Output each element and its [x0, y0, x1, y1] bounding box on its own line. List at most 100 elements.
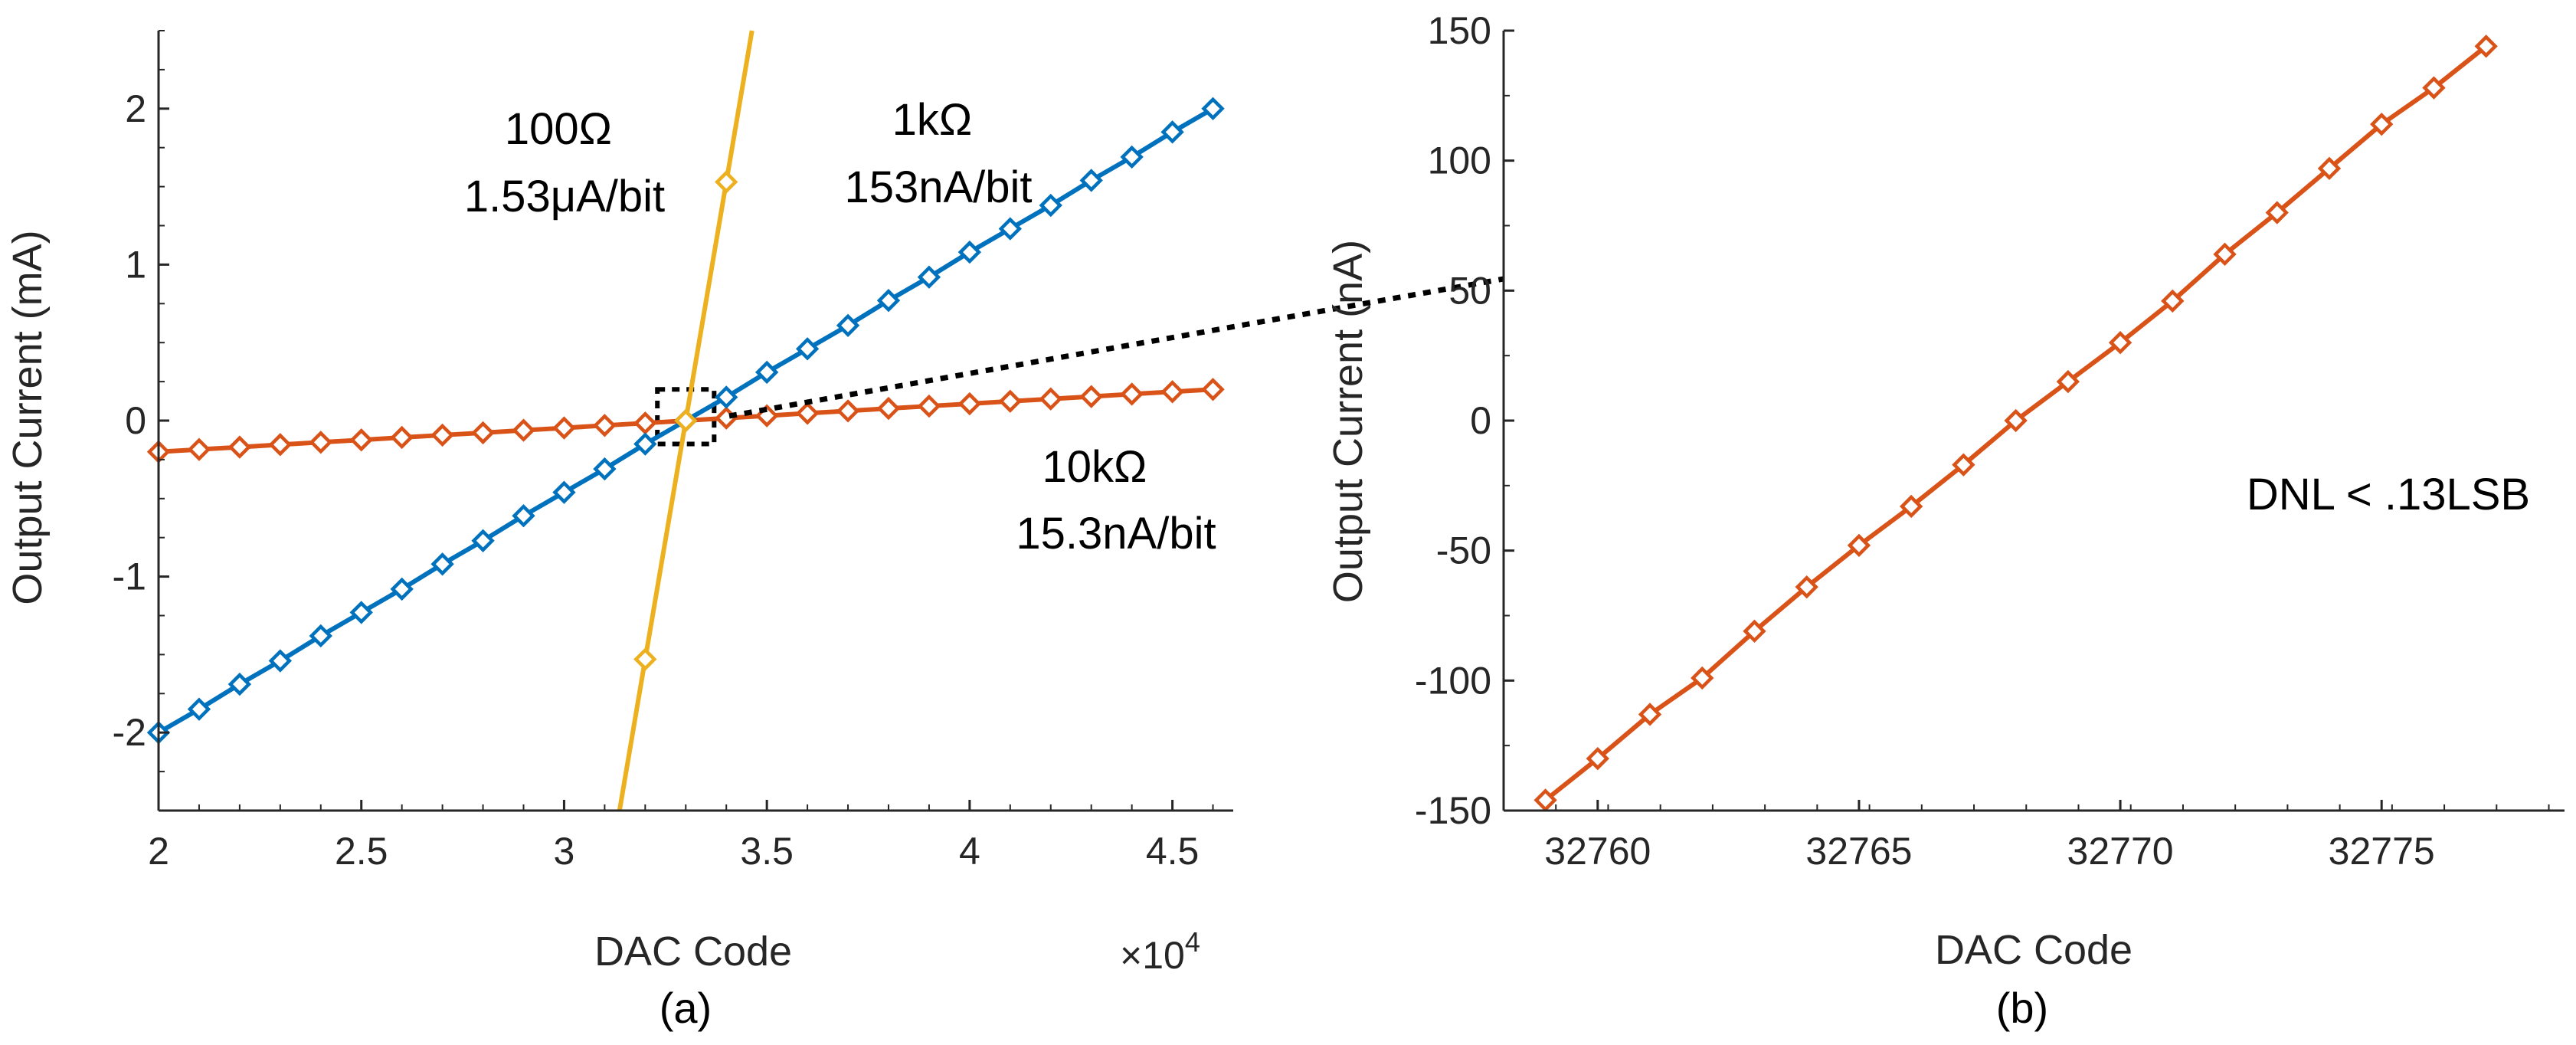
- data-point-1k: [227, 672, 252, 696]
- data-point-10k-zoom: [2422, 76, 2446, 100]
- panel-a-xtick-label: 3.5: [740, 830, 794, 873]
- panel-b-ytick-label: -150: [1415, 789, 1491, 832]
- annotation-1kohm-line1: 1kΩ: [892, 95, 973, 145]
- data-point-10k: [876, 396, 901, 421]
- data-point-1k: [633, 432, 657, 456]
- data-point-10k-zoom: [1691, 666, 1714, 690]
- data-point-1k: [715, 385, 738, 409]
- data-point-10k-zoom: [2317, 156, 2342, 181]
- data-point-10k: [1120, 382, 1144, 406]
- annotation-100ohm-line2: 1.53μA/bit: [464, 172, 665, 221]
- annotation-100ohm-line1: 100Ω: [505, 104, 612, 154]
- data-point-10k-zoom: [1638, 703, 1662, 726]
- data-point-1k: [512, 504, 535, 528]
- panel-b-ytick-label: -50: [1436, 529, 1491, 572]
- panel-b-xtick-label: 32770: [2067, 830, 2174, 873]
- data-point-1k: [917, 265, 941, 289]
- data-point-10k-zoom: [2265, 201, 2289, 224]
- data-point-10k-zoom: [2056, 369, 2080, 394]
- panel-b-ylabel: Output Current (nA): [1325, 240, 1371, 603]
- data-point-10k: [349, 428, 373, 452]
- data-point-10k: [633, 411, 657, 435]
- panel-b-xtick-label: 32765: [1805, 830, 1912, 873]
- data-point-1k: [1120, 145, 1144, 169]
- data-point-1k: [349, 601, 373, 624]
- data-point-1k: [876, 289, 901, 313]
- data-point-10k: [268, 433, 293, 457]
- data-point-10k: [552, 416, 576, 440]
- panel-b-label: (b): [1996, 984, 2048, 1032]
- panel-b-ytick-label: 100: [1428, 139, 1491, 182]
- annotation-100ohm: 100Ω 1.53μA/bit: [464, 104, 665, 221]
- data-point-1k: [1039, 193, 1062, 218]
- panel-a-ytick-label: -2: [113, 711, 146, 754]
- data-point-10k-zoom: [1586, 746, 1609, 771]
- data-point-10k: [187, 437, 211, 461]
- data-point-1k: [187, 697, 211, 721]
- data-point-10k-zoom: [1899, 494, 1923, 519]
- data-point-10k: [390, 425, 414, 450]
- data-point-10k-zoom: [2213, 242, 2237, 267]
- panel-b-ytick-label: -100: [1415, 659, 1491, 702]
- panel-a-xtick-label: 2.5: [335, 830, 388, 873]
- panel-a-ylabel: Output Current (mA): [5, 230, 51, 604]
- data-point-10k: [430, 423, 454, 447]
- data-point-10k-zoom: [1952, 453, 1975, 477]
- data-point-1k: [309, 624, 332, 648]
- data-point-10k-zoom: [2108, 331, 2132, 355]
- series-100: [617, 30, 754, 811]
- data-point-10k-zoom: [1533, 788, 1557, 812]
- data-point-1k: [268, 649, 293, 673]
- data-point-10k: [1039, 387, 1062, 411]
- annotation-10kohm-line1: 10kΩ: [1043, 442, 1147, 492]
- panel-b-plot-background: [1504, 31, 2565, 812]
- annotation-dnl: DNL < .13LSB: [2247, 470, 2530, 519]
- data-point-10k: [593, 414, 617, 437]
- data-point-10k: [957, 391, 982, 416]
- data-point-1k: [795, 337, 820, 361]
- panel-a-xtick-label: 4.5: [1146, 830, 1200, 873]
- panel-a-x-multiplier-base: ×10: [1120, 934, 1185, 977]
- panel-b-ytick-label: 50: [1448, 269, 1491, 312]
- panel-b-xlabel: DAC Code: [1935, 927, 2132, 973]
- data-point-10k: [998, 389, 1022, 413]
- panel-b-axes: [1502, 29, 2565, 812]
- panel-b-ytick-label: 0: [1470, 399, 1491, 442]
- data-point-1k: [836, 313, 860, 337]
- panel-a-series-group: [146, 30, 1225, 811]
- data-point-10k: [471, 421, 495, 445]
- series-10k: [146, 378, 1225, 464]
- data-point-10k: [309, 431, 332, 454]
- zoom-box-rect: [655, 387, 717, 447]
- data-point-1k: [754, 360, 779, 385]
- annotation-1kohm: 1kΩ 153nA/bit: [844, 95, 1032, 212]
- data-point-10k: [1079, 385, 1103, 408]
- data-point-100: [715, 170, 738, 194]
- data-point-1k: [593, 457, 617, 481]
- panel-a-x-multiplier-exponent: 4: [1185, 926, 1200, 958]
- panel-a-xtick-label: 4: [959, 830, 980, 873]
- data-point-1k: [471, 529, 495, 552]
- data-point-1k: [430, 552, 454, 576]
- data-point-10k-zoom: [1743, 619, 1766, 644]
- panel-a-tick-labels: -2 -1 0 1 2 2 2.5 3 3.5 4 4.5: [113, 87, 1200, 873]
- data-point-1k: [1160, 120, 1184, 144]
- panel-a-ytick-label: 1: [125, 243, 146, 286]
- panel-b-chart: -150 -100 -50 0 50 100 150 32760 32765 32770 32775…: [1325, 9, 2565, 1032]
- panel-a-ytick-label: 0: [125, 399, 146, 442]
- data-point-1k: [552, 480, 576, 504]
- annotation-1kohm-line2: 153nA/bit: [844, 162, 1032, 212]
- annotation-10kohm: 10kΩ 15.3nA/bit: [1016, 442, 1216, 559]
- panel-b-xtick-label: 32775: [2329, 830, 2435, 873]
- series-10k-zoom: [1533, 34, 2498, 812]
- panel-a-ytick-label: 2: [125, 87, 146, 130]
- series-1k: [146, 97, 1225, 745]
- data-point-10k-zoom: [2161, 289, 2185, 313]
- panel-a-x-multiplier: ×104: [1120, 926, 1200, 977]
- panel-a-axes: [157, 30, 1233, 812]
- panel-a-zoom-box: [655, 387, 717, 447]
- data-point-10k: [512, 418, 535, 442]
- panel-a-label: (a): [660, 984, 712, 1032]
- data-point-10k: [1201, 378, 1225, 401]
